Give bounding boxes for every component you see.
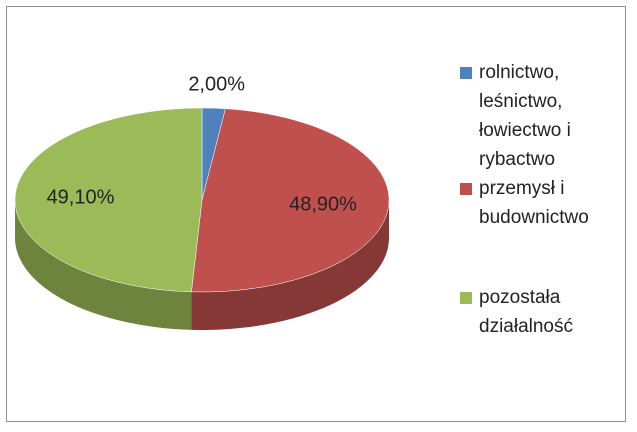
legend-item: przemysł i budownictwo <box>460 174 620 232</box>
legend-label: pozostała działalność <box>479 287 573 337</box>
pie-slice <box>14 107 203 293</box>
data-label: 49,10% <box>47 187 115 209</box>
legend-swatch <box>460 67 472 79</box>
chart-frame <box>6 6 626 422</box>
legend-swatch <box>460 292 472 304</box>
legend-item: pozostała działalność <box>460 283 620 341</box>
pie-slice <box>191 108 390 293</box>
legend-swatch <box>460 183 472 195</box>
legend-label: przemysł i budownictwo <box>479 178 589 228</box>
legend-item: rolnictwo, leśnictwo, łowiectwo i rybact… <box>460 58 620 174</box>
data-label: 2,00% <box>188 74 245 96</box>
pie-slice-side <box>15 200 192 330</box>
legend-label: rolnictwo, leśnictwo, łowiectwo i rybact… <box>479 62 571 170</box>
pie-slice-side <box>191 200 389 330</box>
data-label: 48,90% <box>289 194 357 216</box>
